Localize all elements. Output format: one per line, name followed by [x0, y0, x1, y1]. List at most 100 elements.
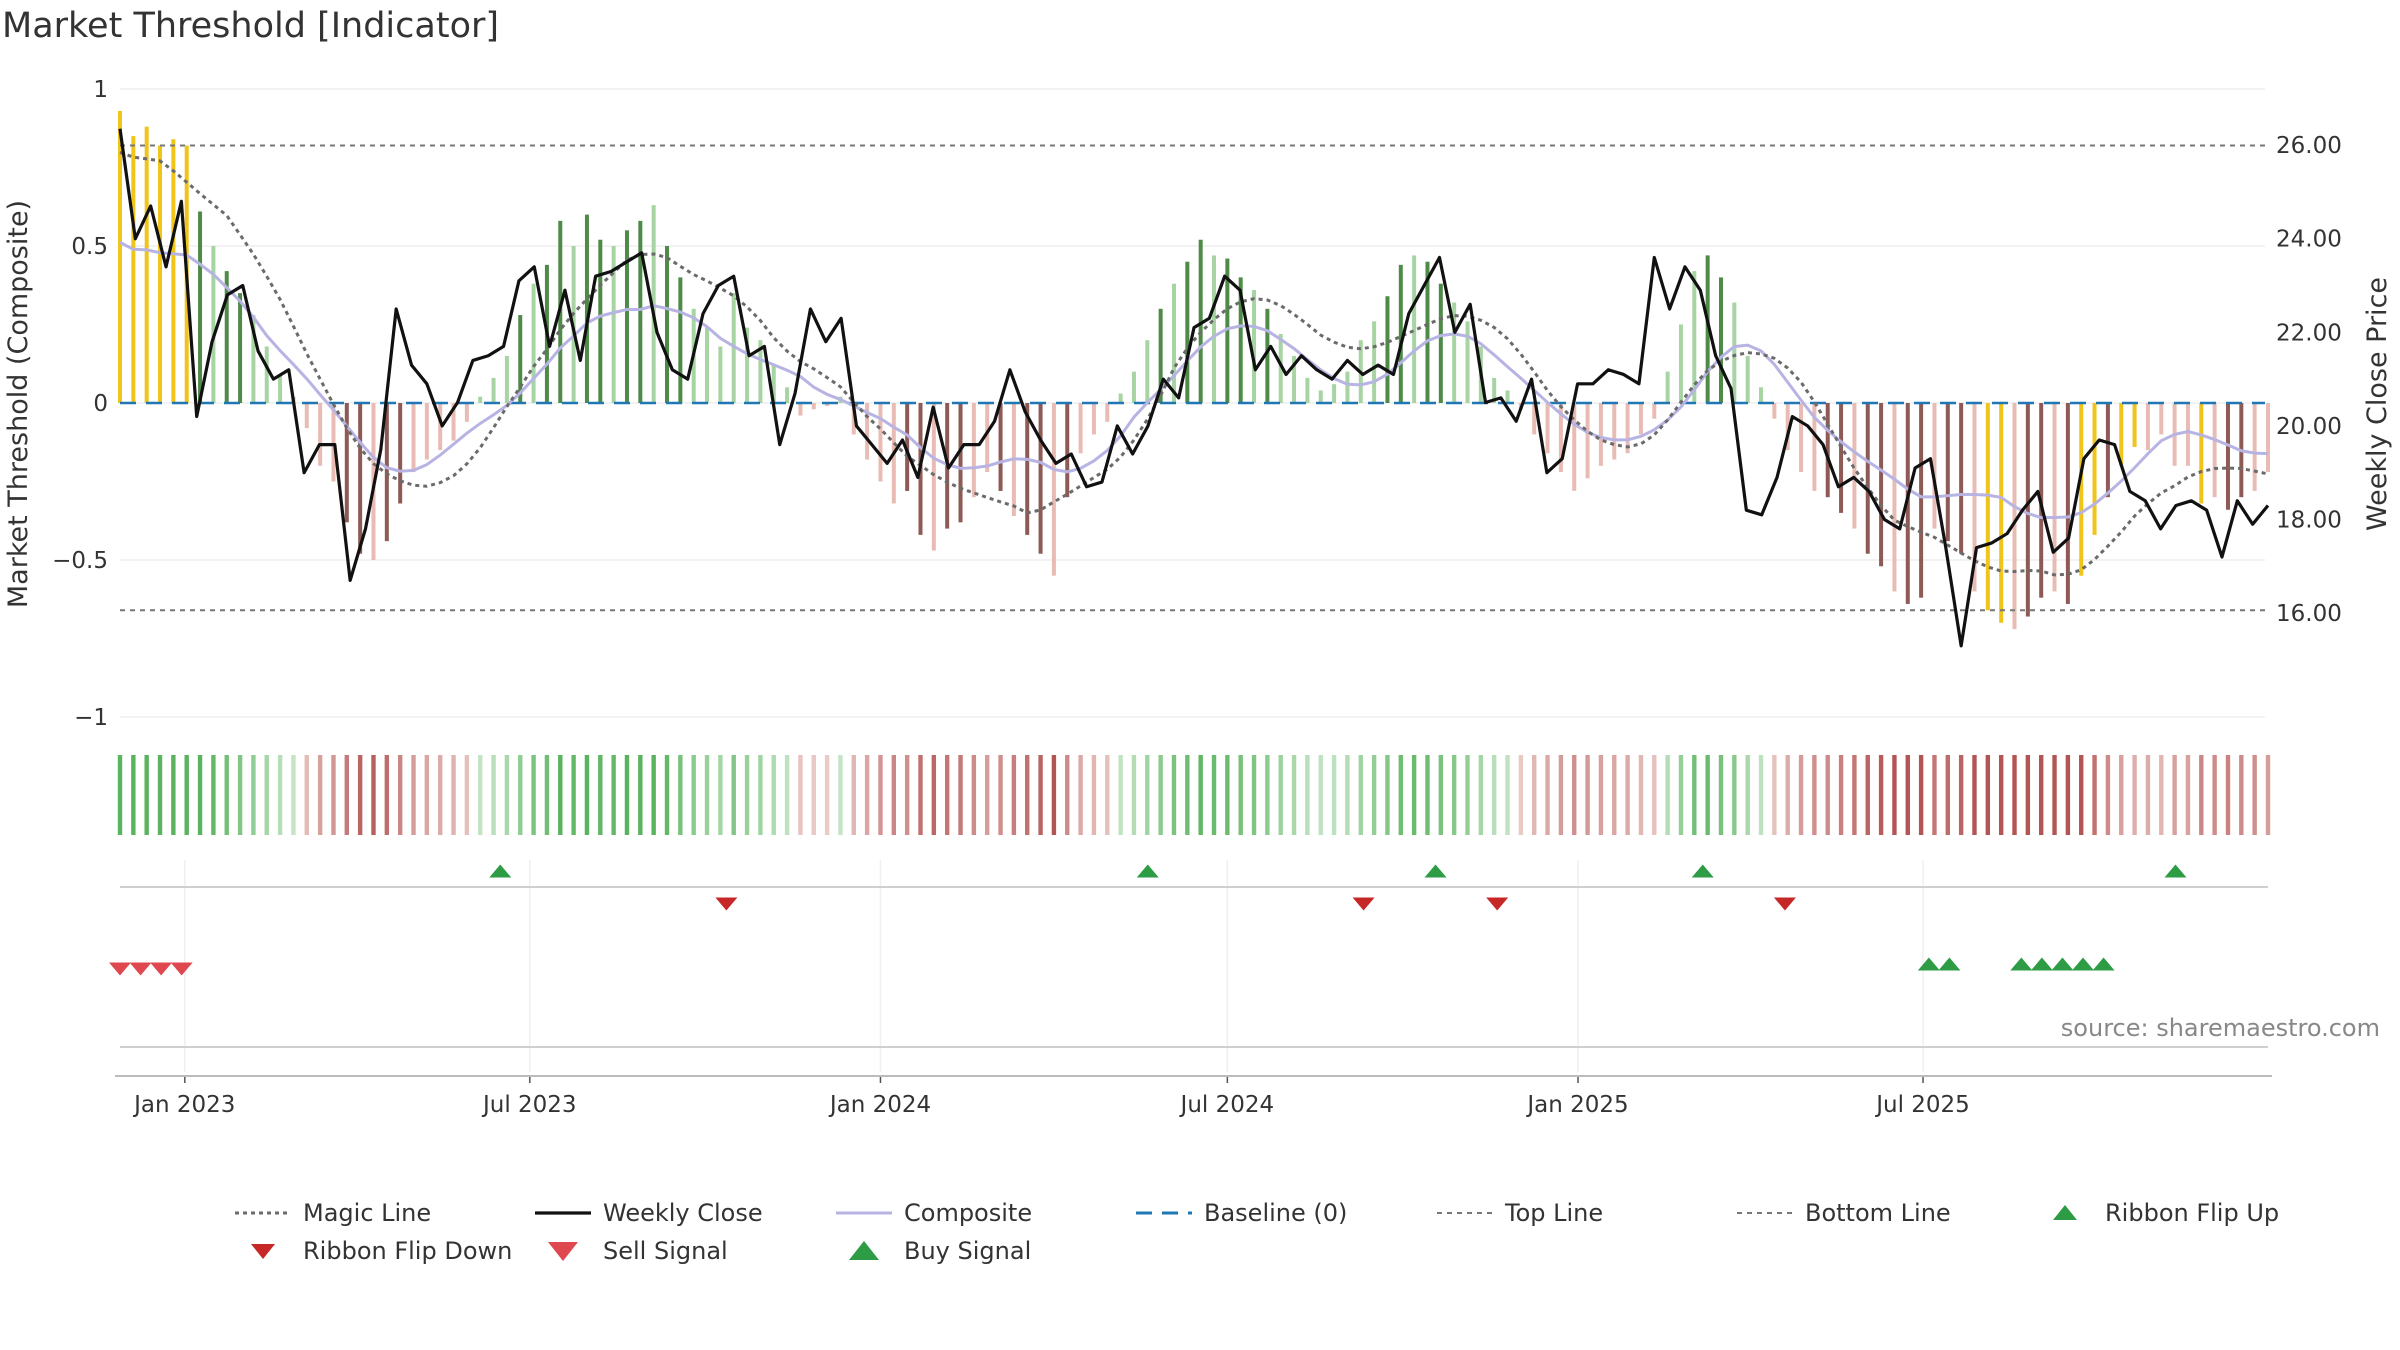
ribbon-segment	[131, 755, 136, 835]
composite-bar	[1545, 403, 1550, 454]
composite-bar	[1572, 403, 1577, 491]
y2-tick-label: 20.00	[2276, 414, 2342, 440]
composite-bar	[785, 387, 790, 403]
composite-bar	[1705, 255, 1710, 403]
ribbon-segment	[1078, 755, 1083, 835]
y2-tick-label: 26.00	[2276, 133, 2342, 159]
ribbon-segment	[758, 755, 763, 835]
composite-bar	[1425, 261, 1430, 403]
ribbon-segment	[437, 755, 443, 835]
ribbon-segment	[664, 755, 670, 835]
ribbon-segment	[1345, 755, 1350, 835]
composite-bar	[1638, 403, 1643, 435]
ribbon-segment	[2038, 755, 2044, 835]
y2-tick-label: 22.00	[2276, 320, 2342, 346]
ribbon-segment	[1958, 755, 1964, 835]
ribbon-segment	[1732, 755, 1737, 835]
source-credit: source: sharemaestro.com	[2060, 1014, 2380, 1042]
ribbon-segment	[2145, 755, 2151, 835]
ribbon-segment	[1692, 755, 1697, 835]
ribbon-segment	[2025, 755, 2031, 835]
ribbon-segment	[197, 755, 203, 835]
ribbon-segment	[1025, 755, 1030, 835]
ribbon-segment	[998, 755, 1003, 835]
composite-bar	[1305, 377, 1310, 403]
ribbon-segment	[1812, 755, 1817, 835]
ribbon-segment	[1371, 755, 1377, 835]
composite-bar	[1385, 296, 1390, 403]
ribbon-segment	[397, 755, 403, 835]
composite-bar	[1839, 403, 1844, 513]
composite-bar	[1785, 403, 1790, 451]
ribbon-segment	[1158, 755, 1163, 835]
legend-item-flipup: Ribbon Flip Up	[2037, 1195, 2279, 1231]
composite-bar	[1438, 283, 1443, 403]
ribbon-segment	[2132, 755, 2137, 835]
buy-signal-marker	[1917, 957, 1940, 971]
ribbon-segment	[1118, 755, 1123, 835]
composite-bar	[1999, 403, 2004, 623]
composite-bar	[851, 403, 856, 435]
composite-bar	[1252, 289, 1257, 403]
composite-bar	[304, 403, 309, 429]
composite-bar	[1025, 403, 1030, 535]
composite-bar	[1078, 403, 1083, 454]
composite-bar	[1038, 403, 1043, 554]
ribbon-segment	[1785, 755, 1790, 835]
composite-bar	[2052, 403, 2057, 592]
composite-bar	[1585, 403, 1590, 479]
composite-bar	[1678, 324, 1683, 403]
ribbon-segment	[2092, 755, 2097, 835]
ribbon-segment	[1238, 755, 1243, 835]
composite-bar	[2012, 403, 2017, 630]
ribbon-flip-down-marker	[1773, 897, 1796, 911]
ribbon-segment	[1612, 755, 1617, 835]
legend-label: Sell Signal	[603, 1237, 728, 1265]
composite-bar	[1625, 403, 1630, 454]
composite-bar	[2025, 403, 2030, 617]
composite-bar	[1185, 261, 1190, 403]
legend-swatch-sell	[535, 1236, 591, 1266]
ribbon-flip-up-marker	[2164, 864, 2187, 878]
ribbon-segment	[424, 755, 430, 835]
ribbon-flip-down-marker	[1486, 897, 1509, 911]
composite-bar	[1372, 321, 1377, 403]
ribbon-segment	[611, 755, 616, 835]
legend-swatch-magic	[235, 1198, 291, 1228]
ribbon-segment	[331, 755, 336, 835]
composite-bar	[144, 126, 149, 404]
ribbon-segment	[144, 755, 149, 835]
composite-bar	[1718, 277, 1723, 403]
composite-bar	[1465, 321, 1470, 403]
ribbon-segment	[1491, 755, 1497, 835]
ribbon-segment	[958, 755, 963, 835]
legend-item-buy: Buy Signal	[836, 1233, 1031, 1269]
ribbon-segment	[798, 755, 803, 835]
sell-signal-marker	[109, 962, 131, 976]
composite-bar	[1158, 308, 1163, 403]
ribbon-segment	[878, 755, 883, 835]
y-tick-label: 0	[93, 391, 108, 417]
ribbon-segment	[157, 755, 163, 835]
ribbon-segment	[544, 755, 550, 835]
ribbon-segment	[264, 755, 269, 835]
composite-bar	[491, 377, 496, 403]
ribbon-segment	[931, 755, 937, 835]
composite-bar	[2065, 403, 2070, 604]
ribbon-flip-down-marker	[1352, 897, 1375, 911]
ribbon-segment	[1385, 755, 1390, 835]
ribbon-segment	[1532, 755, 1537, 835]
composite-bar	[118, 110, 122, 403]
ribbon-segment	[184, 755, 189, 835]
legend-item-bottom: Bottom Line	[1737, 1195, 1951, 1231]
composite-bar	[1945, 403, 1950, 542]
composite-bar	[1799, 403, 1804, 473]
composite-bar	[1652, 403, 1657, 419]
ribbon-segment	[1545, 755, 1550, 835]
ribbon-segment	[1772, 755, 1777, 835]
chart-title: Market Threshold [Indicator]	[2, 6, 500, 46]
ribbon-segment	[478, 755, 483, 835]
ribbon-segment	[1011, 755, 1017, 835]
x-tick-label: Jan 2025	[1525, 1092, 1628, 1118]
ribbon-segment	[944, 755, 950, 835]
